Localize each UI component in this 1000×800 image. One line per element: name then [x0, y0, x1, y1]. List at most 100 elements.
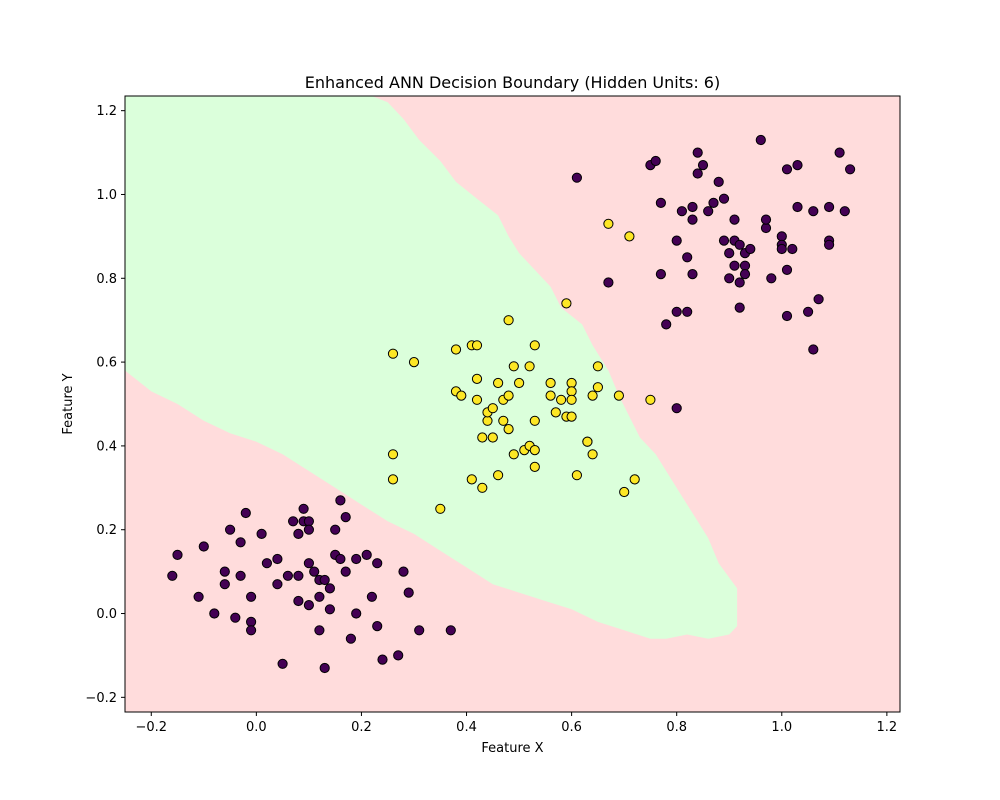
data-point-class0: [781, 310, 793, 322]
data-point-class1: [387, 449, 399, 460]
data-point-class0: [256, 528, 267, 540]
data-point-class1: [387, 474, 399, 485]
data-point-class1: [435, 503, 446, 514]
x-tick-label: 0.6: [561, 720, 582, 735]
data-point-class0: [792, 160, 803, 171]
data-point-class0: [729, 214, 740, 225]
data-point-class0: [246, 591, 257, 602]
data-point-class1: [545, 377, 556, 389]
data-point-class1: [529, 445, 540, 456]
y-tick-label: 0.4: [96, 439, 117, 454]
data-point-class0: [787, 243, 798, 255]
data-point-class1: [582, 436, 593, 447]
data-point-class1: [477, 482, 488, 493]
data-point-class0: [246, 625, 257, 636]
chart-title: Enhanced ANN Decision Boundary (Hidden U…: [305, 73, 720, 92]
data-point-class0: [755, 134, 766, 146]
data-point-class1: [508, 449, 519, 460]
data-point-class0: [293, 570, 304, 581]
data-point-class0: [692, 168, 703, 179]
data-point-class0: [734, 302, 745, 313]
data-point-class0: [345, 633, 356, 644]
data-point-class1: [571, 470, 583, 481]
data-point-class0: [655, 269, 667, 280]
data-point-class0: [335, 495, 346, 506]
y-tick-label: 1.0: [96, 188, 117, 203]
data-point-class1: [566, 394, 577, 405]
data-point-class0: [235, 570, 246, 581]
data-point-class1: [503, 424, 514, 435]
data-point-class0: [172, 549, 183, 561]
data-point-class1: [566, 411, 577, 422]
data-point-class0: [293, 528, 304, 540]
data-point-class1: [566, 377, 577, 389]
data-point-class0: [377, 654, 388, 665]
data-point-class0: [303, 558, 314, 569]
data-point-class0: [351, 608, 362, 619]
data-point-class0: [671, 403, 682, 414]
data-point-class0: [246, 616, 257, 628]
data-point-class0: [314, 625, 325, 636]
x-axis-label: Feature X: [481, 741, 543, 756]
data-point-class1: [619, 486, 630, 498]
data-point-class0: [319, 662, 330, 674]
data-point-class0: [282, 570, 293, 581]
data-point-class0: [372, 621, 383, 632]
data-point-class0: [766, 273, 777, 284]
data-point-class0: [314, 591, 325, 602]
data-point-class0: [781, 164, 793, 175]
data-point-class0: [760, 222, 772, 234]
data-point-class0: [277, 658, 288, 669]
data-point-class1: [487, 403, 498, 414]
data-point-class0: [792, 201, 803, 213]
data-point-class1: [408, 357, 420, 368]
x-tick-label: 0.8: [666, 720, 687, 735]
plot-frame: [124, 95, 901, 713]
data-point-class0: [445, 625, 456, 636]
y-tick-label: 0.6: [96, 356, 117, 371]
data-point-class0: [414, 625, 425, 636]
data-point-class1: [529, 415, 540, 426]
data-point-class1: [624, 231, 635, 242]
data-point-class1: [613, 390, 625, 401]
data-point-class0: [403, 587, 414, 598]
data-point-class0: [834, 147, 845, 158]
data-point-class0: [824, 239, 835, 250]
data-point-class0: [739, 260, 751, 271]
data-point-class0: [340, 566, 351, 577]
decision-region-class1: [125, 96, 738, 639]
x-tick-label: 0.0: [246, 720, 267, 735]
y-tick-label: 0.0: [96, 607, 117, 622]
data-point-class0: [398, 566, 409, 577]
data-point-class0: [272, 553, 283, 565]
data-point-class0: [808, 206, 819, 217]
data-point-class1: [514, 377, 525, 389]
data-point-class0: [724, 248, 735, 259]
data-point-class1: [645, 394, 656, 405]
data-point-class0: [718, 193, 730, 204]
x-tick-label: −0.2: [135, 720, 167, 735]
data-point-class0: [671, 235, 682, 246]
data-point-class0: [219, 579, 230, 590]
data-point-class1: [482, 415, 493, 426]
y-axis-ticks: −0.2 0.0 0.2 0.4 0.6 0.8 1.0 1.2: [85, 104, 125, 706]
data-point-class1: [487, 432, 498, 443]
data-point-class0: [808, 344, 819, 355]
data-points: [167, 134, 856, 674]
y-axis-label: Feature Y: [61, 373, 76, 434]
data-point-class0: [324, 583, 335, 594]
data-point-class0: [687, 214, 698, 225]
data-point-class1: [387, 348, 399, 359]
data-point-class1: [550, 407, 561, 418]
data-point-class0: [682, 306, 693, 317]
data-point-class0: [330, 524, 341, 535]
data-point-class1: [592, 361, 604, 372]
data-point-class1: [545, 390, 556, 401]
data-point-class0: [324, 604, 335, 615]
data-point-class0: [718, 235, 730, 246]
x-axis-ticks: −0.2 0.0 0.2 0.4 0.6 0.8 1.0 1.2: [135, 712, 897, 735]
data-point-class0: [692, 147, 703, 158]
data-point-class0: [724, 273, 735, 284]
data-point-class0: [225, 524, 236, 535]
